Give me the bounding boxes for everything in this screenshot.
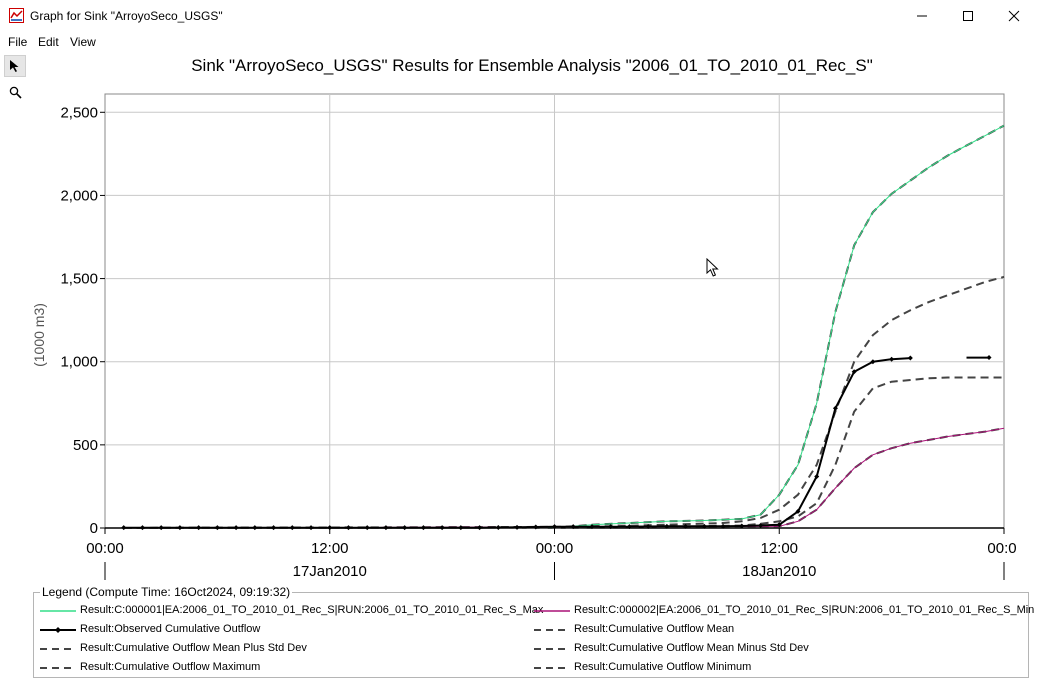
series-marker [402,525,408,531]
series-marker [683,523,689,529]
x-tick-label: 00:00 [86,540,124,557]
date-label: 18Jan2010 [742,563,816,580]
legend-swatch [40,610,76,612]
series-marker [907,355,913,361]
y-tick-label: 0 [90,520,98,537]
series-marker [832,405,838,411]
y-tick-label: 500 [73,437,98,454]
x-tick-label: 12:00 [760,540,798,557]
legend-swatch [40,627,76,633]
legend-swatch [534,648,570,650]
series-marker [458,525,464,531]
y-tick-label: 1,000 [60,354,98,371]
series-marker [739,523,745,529]
series-line [123,125,1005,529]
legend-swatch [534,667,570,669]
pointer-tool-button[interactable] [4,55,26,77]
tool-strip [0,53,30,583]
chart-title: Sink "ArroyoSeco_USGS" Results for Ensem… [191,56,873,75]
series-marker [495,525,501,531]
series-marker [514,524,520,530]
series-marker [327,525,333,531]
series-marker [870,359,876,365]
legend-box [33,592,1029,678]
legend-title: Legend (Compute Time: 16Oct2024, 09:19:3… [40,585,293,599]
legend-label: Result:Cumulative Outflow Mean Plus Std … [80,642,307,654]
zoom-tool-button[interactable] [4,81,26,103]
legend-swatch [40,667,76,669]
series-marker [795,508,801,514]
series-marker [664,523,670,529]
maximize-icon [963,10,973,21]
y-tick-label: 2,000 [60,187,98,204]
series-marker [121,525,127,531]
date-label: 17Jan2010 [293,563,367,580]
title-bar: Graph for Sink "ArroyoSeco_USGS" [0,0,1038,31]
x-tick-label: 12:00 [311,540,349,557]
series-marker [345,525,351,531]
legend-label: Result:Cumulative Outflow Maximum [80,661,261,673]
series-marker [289,525,295,531]
maximize-button[interactable] [945,0,991,31]
series-marker [271,525,277,531]
series-marker [570,524,576,530]
close-button[interactable] [991,0,1037,31]
pointer-icon [10,60,19,72]
series-marker [420,525,426,531]
series-line [123,427,1005,529]
series-marker [439,525,445,531]
chart-plot: 0 500 1,000 1,500 2,000 2,500 00:00 12:00 00:00 1… [60,93,1017,580]
menu-edit[interactable]: Edit [38,35,59,49]
series-marker [814,473,820,479]
minimize-icon [917,15,927,16]
series-marker [889,356,895,362]
legend-label: Result:Cumulative Outflow Mean Minus Std… [574,642,809,654]
series-marker [533,524,539,530]
series-marker [139,525,145,531]
menu-file[interactable]: File [8,35,28,49]
series-marker [851,369,857,375]
mouse-cursor-icon [706,258,719,277]
series-marker [701,523,707,529]
series-marker [477,525,483,531]
close-icon [1008,10,1020,21]
legend-swatch [534,629,570,631]
series-marker [720,523,726,529]
legend-label: Result:Cumulative Outflow Mean [574,623,735,635]
window-title: Graph for Sink "ArroyoSeco_USGS" [30,9,223,23]
y-tick-label: 1,500 [60,271,98,288]
legend-label: Result:C:000001|EA:2006_01_TO_2010_01_Re… [80,604,544,616]
series-marker [645,524,651,530]
legend-label: Result:Cumulative Outflow Minimum [574,661,752,673]
series-line [123,275,1005,529]
menu-view[interactable]: View [70,35,96,49]
series-marker [233,525,239,531]
legend-label: Result:Observed Cumulative Outflow [80,623,261,635]
series-marker [608,524,614,530]
series-marker [214,525,220,531]
series-marker [196,525,202,531]
series-marker [158,525,164,531]
menu-bar: File Edit View [0,31,1038,53]
legend-label: Result:C:000002|EA:2006_01_TO_2010_01_Re… [574,604,1035,616]
y-tick-label: 2,500 [60,104,98,121]
magnifier-icon [9,86,22,99]
series-marker [758,523,764,529]
x-tick-label: 00:00 [536,540,574,557]
series-marker [364,525,370,531]
series-marker [252,525,258,531]
x-tick-label: 00:0 [987,540,1016,557]
series-marker [986,355,992,361]
series-marker [589,524,595,530]
legend-swatch [40,648,76,650]
series-marker [177,525,183,531]
legend-swatch [534,610,570,612]
series-marker [776,522,782,528]
series-marker [552,524,557,530]
app-logo-icon [9,8,24,23]
series-marker [308,525,314,531]
series-marker [626,524,632,530]
minimize-button[interactable] [899,0,945,31]
series-marker [383,525,389,531]
